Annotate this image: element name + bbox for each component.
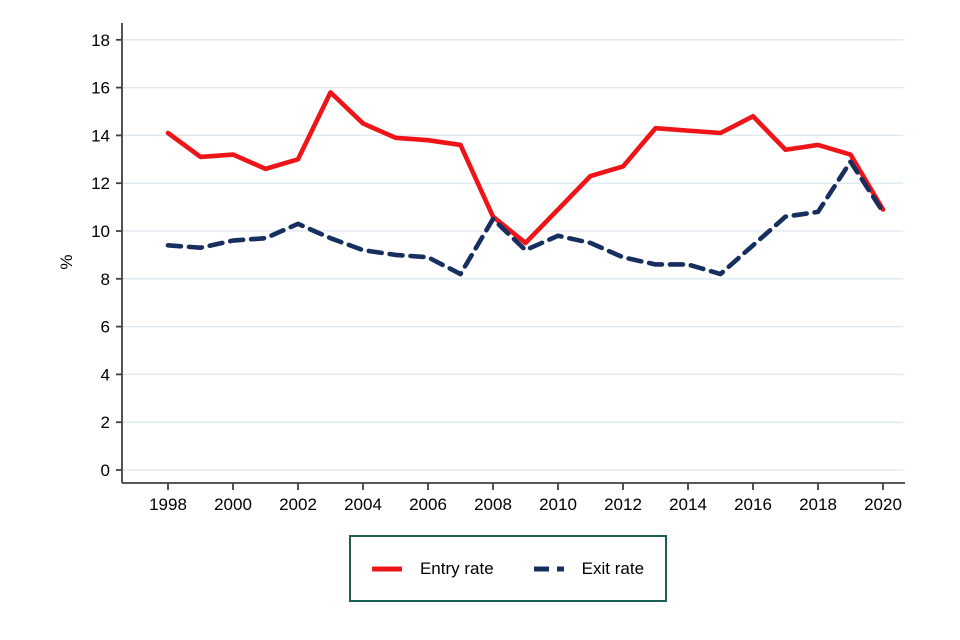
y-tick-label: 6: [101, 318, 110, 337]
y-tick-label: 18: [91, 31, 110, 50]
x-tick-label: 2012: [604, 495, 642, 514]
y-tick-label: 0: [101, 461, 110, 480]
entry-rate-line: [165, 90, 886, 246]
legend-label-entry-rate: Entry rate: [419, 559, 494, 578]
legend-item-entry-rate: Entry rate: [371, 559, 494, 578]
y-tick-label: 14: [91, 126, 110, 145]
entry-rate-line-icon: [371, 566, 402, 571]
x-tick-label: 2014: [669, 495, 707, 514]
y-tick-label: 12: [91, 174, 110, 193]
axis-layer: 0 2 4 6 8 10 12 14 16 18 1998 2000 2002 2004 2006 2008 2…: [91, 23, 905, 514]
legend-item-exit-rate: Exit rate: [533, 559, 645, 578]
x-tick-label: 2004: [344, 495, 382, 514]
exit-rate-dashed-line-icon: [533, 566, 564, 571]
x-tick-label: 2006: [409, 495, 447, 514]
legend: Entry rate Exit rate: [349, 535, 667, 602]
y-tick-label: 4: [101, 365, 110, 384]
x-tick-label: 2002: [279, 495, 317, 514]
exit-rate-line: [165, 159, 886, 277]
y-tick-label: 2: [101, 413, 110, 432]
x-tick-label: 2010: [539, 495, 577, 514]
x-tick-label: 2020: [864, 495, 902, 514]
y-tick-label: 8: [101, 270, 110, 289]
grid-layer: [123, 39, 903, 471]
x-tick-label: 1998: [149, 495, 187, 514]
x-tick-label: 2016: [734, 495, 772, 514]
y-tick-label: 16: [91, 79, 110, 98]
y-axis-title: %: [57, 254, 76, 269]
series-layer: [165, 90, 886, 277]
y-tick-label: 10: [91, 222, 110, 241]
x-tick-label: 2008: [474, 495, 512, 514]
x-tick-label: 2018: [799, 495, 837, 514]
x-tick-label: 2000: [214, 495, 252, 514]
legend-label-exit-rate: Exit rate: [581, 559, 645, 578]
